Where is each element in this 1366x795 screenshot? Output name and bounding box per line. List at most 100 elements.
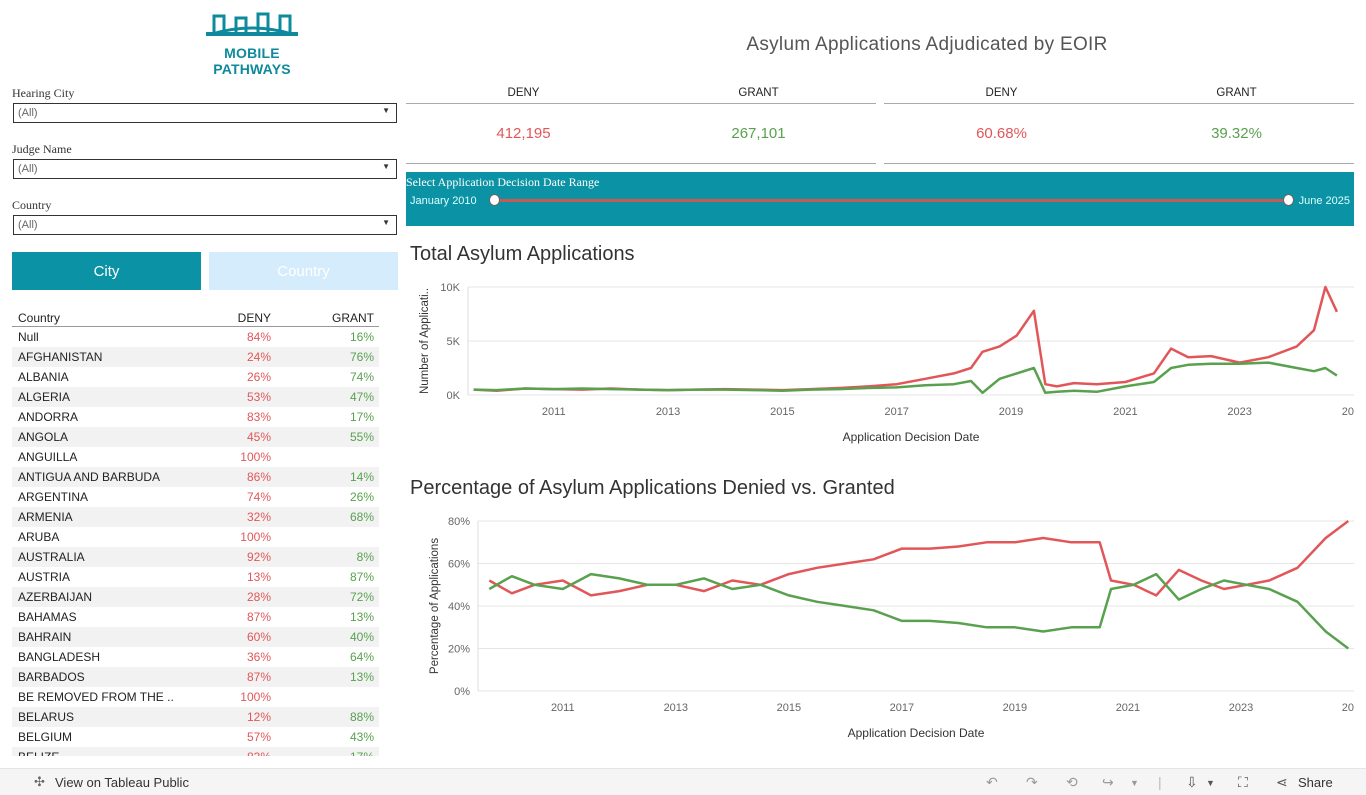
slider-track[interactable] <box>495 199 1289 202</box>
fullscreen-icon[interactable]: ⛶ <box>1238 774 1248 790</box>
hearing-city-select[interactable]: (All) ▼ <box>13 103 397 123</box>
table-body: Null 84% 16% AFGHANISTAN 24% 76% ALBANIA 26% 74%… <box>12 327 379 756</box>
table-row[interactable]: ANGOLA 45% 55% <box>12 427 379 447</box>
logo-text-pathways: PATHWAYS <box>213 61 291 77</box>
y-tick-label: 60% <box>448 559 470 571</box>
series-line-0[interactable] <box>488 520 1350 597</box>
country-cell: ALBANIA <box>18 370 69 384</box>
table-row[interactable]: AFGHANISTAN 24% 76% <box>12 347 379 367</box>
country-cell: AZERBAIJAN <box>18 590 93 604</box>
grant-cell: 88% <box>349 710 374 724</box>
kpi-deny-count: 412,195 <box>496 125 551 142</box>
kpi-percents: DENY GRANT 60.68% 39.32% <box>884 87 1354 165</box>
deny-cell: 45% <box>246 430 271 444</box>
table-row[interactable]: BELGIUM 57% 43% <box>12 727 379 747</box>
deny-cell: 36% <box>246 650 271 664</box>
deny-cell: 32% <box>246 510 271 524</box>
filter-label-country: Country <box>12 198 52 212</box>
table-row[interactable]: AUSTRALIA 92% 8% <box>12 547 379 567</box>
grant-cell: 43% <box>349 730 374 744</box>
undo-icon[interactable]: ↶ <box>986 774 998 790</box>
table-row[interactable]: ARMENIA 32% 68% <box>12 507 379 527</box>
filter-label-judge-name: Judge Name <box>12 142 72 156</box>
x-tick-label: 2013 <box>656 406 680 418</box>
table-row[interactable]: BAHRAIN 60% 40% <box>12 627 379 647</box>
table-row[interactable]: ALGERIA 53% 47% <box>12 387 379 407</box>
dropdown-arrow-icon: ▼ <box>382 162 390 171</box>
table-row[interactable]: BARBADOS 87% 13% <box>12 667 379 687</box>
table-row[interactable]: Null 84% 16% <box>12 327 379 347</box>
x-tick-label: 2017 <box>890 702 914 714</box>
country-cell: ANTIGUA AND BARBUDA <box>18 470 161 484</box>
slider-start-handle[interactable] <box>489 194 500 206</box>
series-line-1[interactable] <box>473 361 1338 395</box>
country-cell: ARGENTINA <box>18 490 89 504</box>
refresh-dropdown-icon[interactable]: ▼ <box>1130 778 1139 788</box>
redo-icon[interactable]: ↷ <box>1026 774 1038 790</box>
table-row[interactable]: AUSTRIA 13% 87% <box>12 567 379 587</box>
kpi-deny-label: DENY <box>507 87 540 99</box>
chart-title-total: Total Asylum Applications <box>410 243 635 265</box>
percentage-chart: 0% 20% 40% 60% 80% 2011 2013 2015 2017 2019 2021 20… <box>429 516 1354 740</box>
refresh-icon[interactable]: ↪ <box>1102 774 1114 790</box>
table-row[interactable]: ARGENTINA 74% 26% <box>12 487 379 507</box>
country-select[interactable]: (All) ▼ <box>13 215 397 235</box>
grant-cell: 74% <box>349 370 374 384</box>
table-row[interactable]: ARUBA 100% <box>12 527 379 547</box>
header-country: Country <box>18 311 61 325</box>
share-icon[interactable]: ⋖ <box>1276 774 1288 790</box>
table-row[interactable]: BE REMOVED FROM THE .. 100% <box>12 687 379 707</box>
grant-cell: 68% <box>349 510 374 524</box>
judge-name-value: (All) <box>18 163 38 175</box>
table-row[interactable]: ALBANIA 26% 74% <box>12 367 379 387</box>
deny-cell: 86% <box>246 470 271 484</box>
grant-cell: 8% <box>356 550 374 564</box>
kpi-grant-pct-label: GRANT <box>1216 87 1257 99</box>
table-row[interactable]: BELIZE 83% 17% <box>12 747 379 756</box>
country-value: (All) <box>18 219 38 231</box>
download-icon[interactable]: ⇩ <box>1186 774 1198 790</box>
grant-cell: 87% <box>349 570 374 584</box>
footer-toolbar: ✣ View on Tableau Public ↶ ↷ ⟲ ↪ ▼ | ⇩ ▼… <box>0 768 1366 795</box>
country-toggle-button[interactable]: Country <box>209 252 398 290</box>
grant-cell: 14% <box>349 470 374 484</box>
slider-end-handle[interactable] <box>1283 194 1294 206</box>
judge-name-select[interactable]: (All) ▼ <box>13 159 397 179</box>
logo-text-mobile: MOBILE <box>224 45 280 61</box>
slider-label: Select Application Decision Date Range <box>406 175 600 189</box>
country-cell: AUSTRALIA <box>18 550 85 564</box>
table-row[interactable]: BAHAMAS 87% 13% <box>12 607 379 627</box>
x-tick-label: 2025 <box>1342 406 1354 418</box>
x-tick-label: 2023 <box>1229 702 1253 714</box>
download-dropdown-icon[interactable]: ▼ <box>1206 778 1215 788</box>
revert-icon[interactable]: ⟲ <box>1066 774 1078 790</box>
city-toggle-button[interactable]: City <box>12 252 201 290</box>
country-cell: ANDORRA <box>18 410 79 424</box>
kpi-grant-label: GRANT <box>738 87 779 99</box>
table-row[interactable]: ANGUILLA 100% <box>12 447 379 467</box>
country-cell: BELGIUM <box>18 730 73 744</box>
country-cell: Null <box>18 330 39 344</box>
x-tick-label: 2015 <box>777 702 801 714</box>
country-cell: BELARUS <box>18 710 75 724</box>
table-row[interactable]: ANTIGUA AND BARBUDA 86% 14% <box>12 467 379 487</box>
grant-cell: 47% <box>349 390 374 404</box>
table-row[interactable]: BELARUS 12% 88% <box>12 707 379 727</box>
series-line-0[interactable] <box>473 285 1339 392</box>
kpi-counts: DENY GRANT 412,195 267,101 <box>406 87 876 165</box>
deny-cell: 92% <box>246 550 271 564</box>
table-row[interactable]: AZERBAIJAN 28% 72% <box>12 587 379 607</box>
x-tick-label: 2011 <box>551 702 575 714</box>
grant-cell: 55% <box>349 430 374 444</box>
x-axis-label: Application Decision Date <box>843 430 980 444</box>
view-on-tableau-link[interactable]: View on Tableau Public <box>55 775 189 790</box>
share-button[interactable]: Share <box>1298 775 1333 790</box>
series-line-1[interactable] <box>488 572 1350 650</box>
country-cell: BANGLADESH <box>18 650 101 664</box>
table-row[interactable]: ANDORRA 83% 17% <box>12 407 379 427</box>
x-tick-label: 2019 <box>999 406 1023 418</box>
country-cell: BARBADOS <box>18 670 85 684</box>
deny-cell: 87% <box>246 610 271 624</box>
x-tick-label: 2021 <box>1113 406 1137 418</box>
table-row[interactable]: BANGLADESH 36% 64% <box>12 647 379 667</box>
